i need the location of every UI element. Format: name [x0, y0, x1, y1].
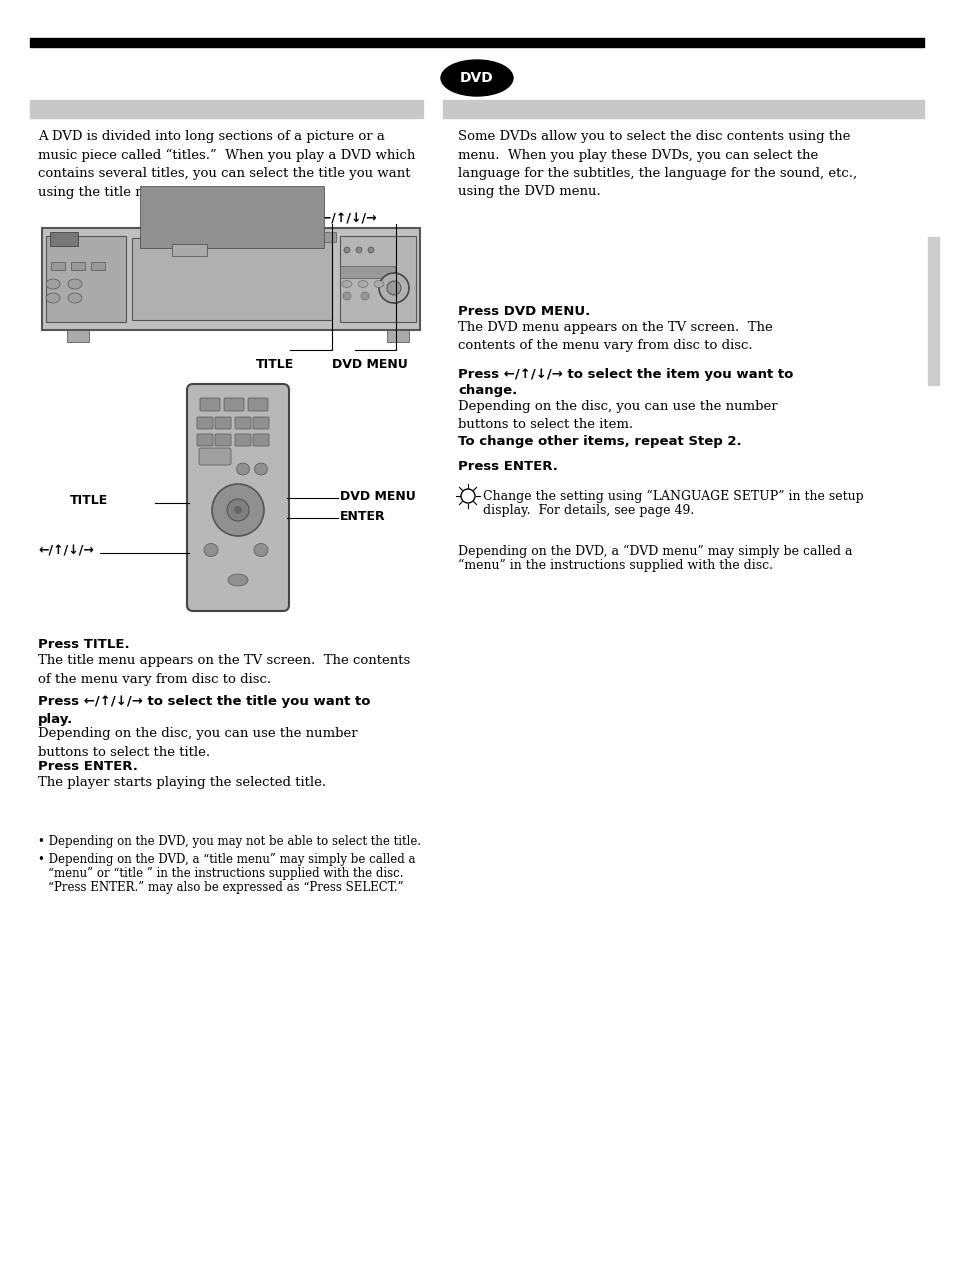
Ellipse shape	[378, 273, 409, 303]
Ellipse shape	[68, 279, 82, 289]
Text: Press ENTER.: Press ENTER.	[38, 761, 138, 773]
Text: display.  For details, see page 49.: display. For details, see page 49.	[482, 505, 694, 517]
Text: ENTER: ENTER	[265, 211, 311, 225]
FancyBboxPatch shape	[224, 397, 244, 412]
FancyBboxPatch shape	[248, 397, 268, 412]
Bar	[927, 237, 938, 385]
Ellipse shape	[357, 280, 368, 288]
Bar	[339, 266, 395, 278]
Text: Change the setting using “LANGUAGE SETUP” in the setup: Change the setting using “LANGUAGE SETUP…	[482, 490, 862, 503]
Text: Depending on the disc, you can use the number
buttons to select the title.: Depending on the disc, you can use the n…	[38, 727, 357, 758]
Text: DVD: DVD	[459, 71, 494, 85]
Bar	[442, 99, 923, 118]
Text: To change other items, repeat Step 2.: To change other items, repeat Step 2.	[457, 434, 740, 448]
Ellipse shape	[227, 499, 249, 521]
Text: Press ←/↑/↓/→ to select the item you want to: Press ←/↑/↓/→ to select the item you wan…	[457, 368, 793, 381]
Ellipse shape	[360, 292, 369, 299]
Text: DVD MENU: DVD MENU	[332, 358, 408, 371]
Ellipse shape	[343, 292, 351, 299]
Bar	[67, 330, 89, 341]
Ellipse shape	[341, 280, 352, 288]
Text: ENTER: ENTER	[339, 510, 385, 522]
Text: ←/↑/↓/→: ←/↑/↓/→	[312, 211, 376, 225]
Ellipse shape	[374, 280, 384, 288]
Ellipse shape	[46, 293, 60, 303]
Text: • Depending on the DVD, a “title menu” may simply be called a: • Depending on the DVD, a “title menu” m…	[38, 854, 416, 866]
Bar	[46, 236, 126, 322]
FancyBboxPatch shape	[253, 417, 269, 429]
FancyBboxPatch shape	[214, 417, 231, 429]
Ellipse shape	[368, 247, 374, 254]
FancyBboxPatch shape	[196, 417, 213, 429]
Bar	[132, 238, 332, 320]
Ellipse shape	[228, 575, 248, 586]
FancyBboxPatch shape	[200, 397, 220, 412]
Text: ←/↑/↓/→: ←/↑/↓/→	[38, 544, 93, 558]
Bar	[172, 245, 207, 256]
Ellipse shape	[460, 489, 475, 503]
Text: Press TITLE.: Press TITLE.	[38, 638, 130, 651]
Text: TITLE: TITLE	[255, 358, 294, 371]
Ellipse shape	[344, 247, 350, 254]
Text: Depending on the DVD, a “DVD menu” may simply be called a: Depending on the DVD, a “DVD menu” may s…	[457, 545, 852, 558]
Bar	[51, 262, 65, 270]
FancyBboxPatch shape	[234, 434, 251, 446]
Bar	[30, 99, 422, 118]
Ellipse shape	[355, 247, 361, 254]
Text: “menu” in the instructions supplied with the disc.: “menu” in the instructions supplied with…	[457, 559, 772, 572]
Ellipse shape	[212, 484, 264, 536]
Bar	[42, 228, 419, 330]
Ellipse shape	[387, 282, 400, 296]
Ellipse shape	[68, 293, 82, 303]
Text: change.: change.	[457, 383, 517, 397]
Text: “menu” or “title ” in the instructions supplied with the disc.: “menu” or “title ” in the instructions s…	[48, 868, 403, 880]
Text: Depending on the disc, you can use the number
buttons to select the item.: Depending on the disc, you can use the n…	[457, 400, 777, 432]
FancyBboxPatch shape	[196, 434, 213, 446]
Text: TITLE: TITLE	[70, 494, 108, 507]
Text: The player starts playing the selected title.: The player starts playing the selected t…	[38, 776, 326, 789]
Text: Press ←/↑/↓/→ to select the title you want to
play.: Press ←/↑/↓/→ to select the title you wa…	[38, 696, 370, 726]
Ellipse shape	[236, 462, 250, 475]
Text: Some DVDs allow you to select the disc contents using the
menu.  When you play t: Some DVDs allow you to select the disc c…	[457, 130, 856, 199]
Text: DVD MENU: DVD MENU	[339, 489, 416, 502]
Ellipse shape	[254, 462, 267, 475]
Bar	[30, 38, 923, 47]
Bar	[387, 330, 409, 341]
Bar	[50, 232, 78, 246]
Ellipse shape	[233, 506, 242, 513]
Text: The title menu appears on the TV screen.  The contents
of the menu vary from dis: The title menu appears on the TV screen.…	[38, 654, 410, 685]
Ellipse shape	[46, 279, 60, 289]
FancyBboxPatch shape	[253, 434, 269, 446]
Bar	[71, 262, 85, 270]
Text: A DVD is divided into long sections of a picture or a
music piece called “titles: A DVD is divided into long sections of a…	[38, 130, 415, 199]
Text: ★: ★	[459, 488, 473, 503]
Bar	[140, 186, 324, 248]
Bar	[91, 262, 105, 270]
Text: • Depending on the DVD, you may not be able to select the title.: • Depending on the DVD, you may not be a…	[38, 834, 420, 848]
FancyBboxPatch shape	[214, 434, 231, 446]
Text: “Press ENTER.” may also be expressed as “Press SELECT.”: “Press ENTER.” may also be expressed as …	[48, 882, 403, 894]
Ellipse shape	[253, 544, 268, 557]
Text: Press DVD MENU.: Press DVD MENU.	[457, 304, 590, 318]
FancyBboxPatch shape	[234, 417, 251, 429]
Text: Press ENTER.: Press ENTER.	[457, 460, 558, 473]
Bar	[324, 232, 335, 242]
Bar	[339, 236, 416, 322]
Text: The DVD menu appears on the TV screen.  The
contents of the menu vary from disc : The DVD menu appears on the TV screen. T…	[457, 321, 772, 353]
Ellipse shape	[440, 60, 513, 96]
FancyBboxPatch shape	[199, 448, 231, 465]
FancyBboxPatch shape	[187, 383, 289, 612]
Ellipse shape	[204, 544, 218, 557]
